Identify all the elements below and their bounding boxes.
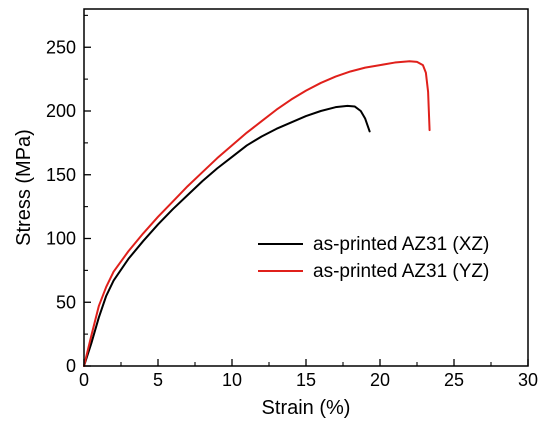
series-lines (83, 60, 431, 367)
y-tick-label: 200 (46, 101, 76, 121)
x-tick-label: 15 (296, 370, 316, 390)
y-tick-label: 50 (56, 292, 76, 312)
y-tick-label: 0 (66, 356, 76, 376)
x-tick-label: 20 (370, 370, 390, 390)
legend: as-printed AZ31 (XZ) as-printed AZ31 (YZ) (258, 234, 489, 282)
y-tick-label: 100 (46, 229, 76, 249)
legend-label-yz: as-printed AZ31 (YZ) (313, 261, 489, 282)
x-tick-label: 0 (79, 370, 89, 390)
series-line-yz (83, 60, 431, 367)
y-axis-title: Stress (MPa) (13, 129, 35, 246)
series-line-xz (83, 104, 371, 367)
y-tick-label: 150 (46, 165, 76, 185)
x-tick-label: 30 (518, 370, 538, 390)
x-tick-label: 5 (153, 370, 163, 390)
plot-frame (83, 8, 529, 367)
x-tick-label: 10 (222, 370, 242, 390)
y-tick-label: 250 (46, 37, 76, 57)
x-tick-label: 25 (444, 370, 464, 390)
x-axis-title: Strain (%) (262, 397, 351, 419)
legend-label-xz: as-printed AZ31 (XZ) (313, 234, 489, 255)
axis-ticks: 0 5 10 15 20 25 30 0 50 100 150 200 250 (46, 14, 538, 390)
